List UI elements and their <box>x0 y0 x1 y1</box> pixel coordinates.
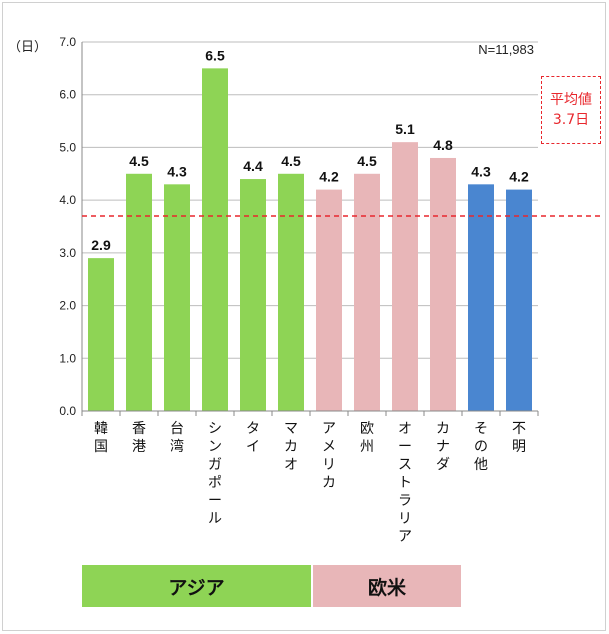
x-tick-label: オーストラリア <box>398 421 412 545</box>
bar <box>202 68 228 411</box>
data-label: 4.8 <box>433 137 453 153</box>
bar <box>126 173 152 411</box>
bar <box>164 184 190 411</box>
data-label: 4.5 <box>357 153 377 169</box>
y-tick-label: 4.0 <box>59 193 76 207</box>
average-label-value: 3.7日 <box>552 112 590 128</box>
y-tick-label: 3.0 <box>59 246 76 260</box>
group-band-asia: アジア <box>82 565 311 607</box>
bar <box>392 142 418 411</box>
x-tick-label: 欧州 <box>360 421 374 455</box>
y-tick-label: 7.0 <box>59 35 76 49</box>
group-band-west: 欧米 <box>313 565 461 607</box>
bar <box>468 184 494 411</box>
x-tick-label: その他 <box>474 421 488 473</box>
data-label: 4.5 <box>129 153 149 169</box>
y-tick-label: 6.0 <box>59 88 76 102</box>
data-label: 5.1 <box>395 121 415 137</box>
average-label-title: 平均値 <box>550 92 592 108</box>
x-tick-label: 香港 <box>132 421 146 455</box>
data-label: 4.3 <box>167 163 187 179</box>
bar <box>354 173 380 411</box>
y-tick-label: 1.0 <box>59 351 76 365</box>
x-tick-label: 不明 <box>512 421 526 455</box>
data-label: 4.2 <box>509 169 529 185</box>
bar <box>316 189 342 411</box>
y-tick-label: 0.0 <box>59 404 76 418</box>
x-tick-label: アメリカ <box>322 421 336 491</box>
x-tick-label: タイ <box>246 421 260 455</box>
bar <box>506 189 532 411</box>
data-label: 4.2 <box>319 169 339 185</box>
x-tick-label: シンガポール <box>208 421 222 527</box>
x-tick-label: マカオ <box>284 421 298 473</box>
y-tick-label: 5.0 <box>59 140 76 154</box>
data-label: 4.3 <box>471 163 491 179</box>
y-axis-unit-label: （日） <box>8 40 48 55</box>
data-label: 6.5 <box>205 47 225 63</box>
data-label: 4.4 <box>243 158 263 174</box>
bar <box>88 258 114 411</box>
data-label: 2.9 <box>91 237 111 253</box>
x-tick-label: 台湾 <box>170 421 184 455</box>
bar <box>278 173 304 411</box>
bar <box>430 157 456 411</box>
y-tick-label: 2.0 <box>59 299 76 313</box>
x-tick-label: 韓国 <box>94 421 108 455</box>
average-annotation: 平均値 3.7日 <box>541 76 601 144</box>
data-label: 4.5 <box>281 153 301 169</box>
sample-size-label: N=11,983 <box>478 42 534 57</box>
bar <box>240 179 266 411</box>
x-tick-label: カナダ <box>436 421 450 473</box>
